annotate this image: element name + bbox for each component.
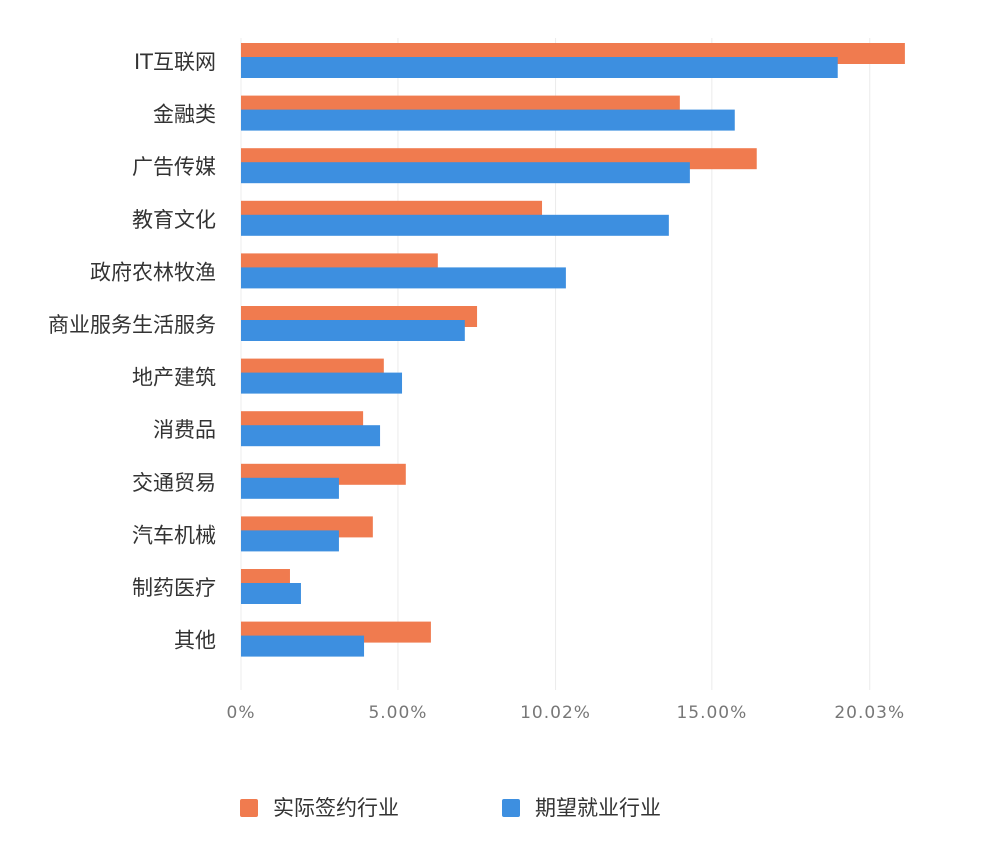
- bar: [241, 477, 339, 499]
- x-tick-label: 5.00%: [368, 703, 427, 723]
- legend-swatch: [240, 799, 258, 817]
- bar: [241, 583, 301, 604]
- category-label: 制药医疗: [132, 576, 216, 600]
- category-label: 汽车机械: [132, 523, 216, 547]
- category-label: 其他: [174, 629, 216, 653]
- bar: [241, 109, 735, 131]
- x-tick-label: 15.00%: [676, 703, 747, 723]
- legend-swatch: [502, 799, 520, 817]
- category-label: 交通贸易: [132, 471, 216, 495]
- bar: [241, 162, 690, 184]
- bar: [241, 267, 566, 289]
- category-label: 政府农林牧渔: [90, 260, 216, 284]
- bar: [241, 57, 838, 78]
- bar: [241, 635, 365, 657]
- bar: [241, 425, 381, 447]
- x-tick-label: 0%: [227, 703, 256, 723]
- category-label: 广告传媒: [132, 155, 216, 179]
- x-tick-label: 10.02%: [520, 703, 591, 723]
- x-tick-label: 20.03%: [834, 703, 905, 723]
- category-label: 金融类: [153, 103, 216, 127]
- category-label: 消费品: [153, 418, 216, 442]
- bar: [241, 320, 465, 341]
- legend-label: 期望就业行业: [535, 796, 661, 820]
- category-label: IT互联网: [134, 50, 216, 74]
- bar: [241, 214, 669, 236]
- category-label: 教育文化: [132, 208, 216, 232]
- bar: [241, 530, 339, 552]
- category-label: 地产建筑: [132, 366, 216, 390]
- category-label: 商业服务生活服务: [48, 313, 216, 337]
- bar: [241, 372, 403, 394]
- legend-label: 实际签约行业: [273, 796, 399, 820]
